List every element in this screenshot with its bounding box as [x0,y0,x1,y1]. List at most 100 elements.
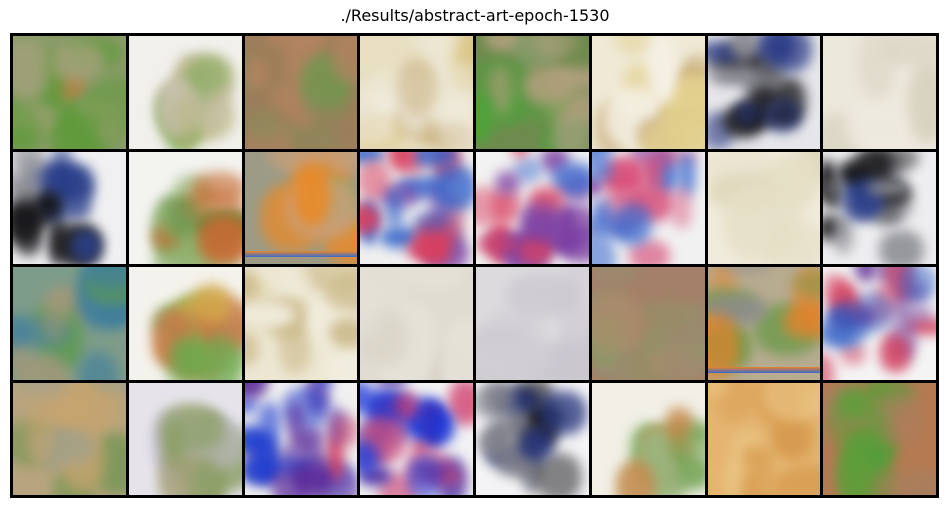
paint-blob [709,67,758,86]
paint-blob [782,305,821,340]
paint-blob [244,426,268,454]
paint-blob [374,382,409,389]
paint-blob [730,36,758,60]
paint-blob [292,464,332,492]
generated-image-tile [360,36,473,149]
paint-blob [854,267,877,282]
paint-blob [835,448,873,495]
paint-blob [13,151,46,176]
generated-image-tile [591,151,705,264]
paint-blob [406,455,443,495]
paint-blob [761,382,821,422]
paint-blob [615,36,651,56]
generated-image-tile [128,151,242,264]
paint-blob [506,272,580,318]
paint-blob [406,237,446,261]
figure-title: ./Results/abstract-art-epoch-1530 [340,6,610,25]
paint-blob [885,267,914,300]
paint-blob [70,229,102,262]
paint-blob [433,165,473,211]
paint-blob [85,75,126,136]
paint-blob [167,195,196,239]
generated-image-tile [823,36,936,149]
paint-blob [191,284,232,324]
paint-blob [558,226,589,263]
paint-blob [681,304,705,342]
paint-blob [186,54,230,93]
generated-image-tile [244,151,358,264]
paint-blob [591,267,639,285]
paint-blob [331,416,358,447]
paint-blob [764,36,813,74]
paint-blob [360,88,397,145]
generated-image-tile [476,36,589,149]
generated-image-tile [823,382,936,495]
paint-blob [648,37,676,101]
generated-image-tile [13,267,126,380]
generated-image-tile [707,36,821,149]
generated-image-tile [707,382,821,495]
paint-blob [884,36,936,68]
paint-blob [326,344,358,380]
paint-blob [743,71,784,88]
stripe-band [244,251,358,258]
paint-blob [412,210,449,233]
paint-blob [476,235,518,255]
paint-blob [768,106,798,127]
paint-blob [672,73,705,105]
generated-image-tile [707,267,821,380]
paint-blob [411,151,457,167]
paint-blob [52,151,71,165]
paint-blob [591,293,647,353]
paint-blob [171,68,234,132]
generated-image-tile [13,382,126,495]
paint-blob [652,457,683,495]
paint-blob [591,151,614,162]
paint-blob [591,155,614,183]
paint-blob [535,453,582,495]
paint-blob [719,267,773,272]
paint-blob [722,181,803,264]
paint-blob [591,175,604,196]
generated-image-tile [591,36,705,149]
paint-blob [14,382,63,392]
generated-image-tile [128,267,242,380]
paint-blob [518,428,554,461]
paint-blob [548,67,589,91]
paint-blob [245,58,269,88]
paint-blob [551,119,589,149]
paint-blob [244,396,259,414]
paint-blob [484,420,513,460]
paint-blob [244,301,296,329]
paint-blob [323,151,358,175]
paint-blob [823,353,834,380]
generated-image-tile [476,382,589,495]
paint-blob [77,352,118,380]
paint-blob [265,36,331,50]
paint-blob [519,200,564,244]
generated-image-tile [707,151,821,264]
generated-image-tile [128,382,242,495]
paint-blob [15,225,42,256]
paint-blob [388,151,413,168]
paint-blob [823,307,859,349]
paint-blob [83,267,126,288]
paint-blob [439,320,473,380]
paint-blob [511,151,529,158]
generated-image-tile [244,382,358,495]
paint-blob [244,270,258,303]
paint-blob [671,187,692,229]
paint-blob [360,441,379,475]
paint-blob [845,103,915,149]
paint-blob [678,152,696,196]
paint-blob [640,301,698,327]
paint-blob [476,338,554,379]
paint-blob [328,317,358,348]
paint-blob [832,214,854,254]
paint-blob [901,472,936,495]
paint-blob [360,382,374,413]
paint-blob [287,269,313,293]
generated-image-tile [476,151,589,264]
paint-blob [736,100,760,125]
paint-blob [160,405,225,453]
